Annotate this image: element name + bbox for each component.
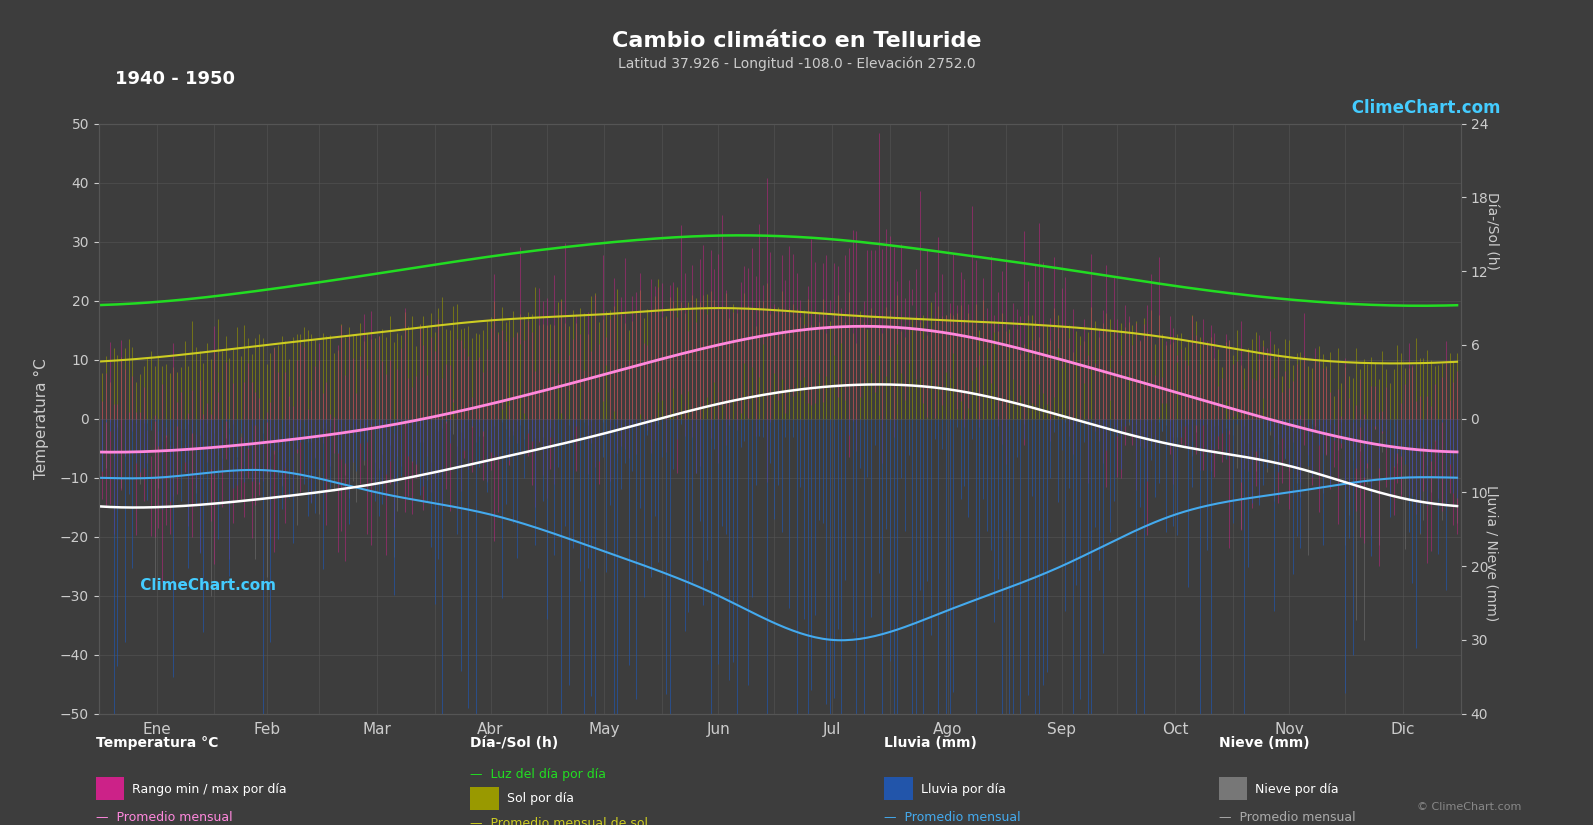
Text: Rango min / max por día: Rango min / max por día xyxy=(132,783,287,796)
Text: Día-/Sol (h): Día-/Sol (h) xyxy=(470,736,558,750)
Text: © ClimeChart.com: © ClimeChart.com xyxy=(1416,802,1521,812)
Text: —  Promedio mensual de sol: — Promedio mensual de sol xyxy=(470,817,648,825)
Text: —  Promedio mensual: — Promedio mensual xyxy=(96,811,233,824)
Text: Día-/Sol (h): Día-/Sol (h) xyxy=(1485,192,1499,270)
Text: Latitud 37.926 - Longitud -108.0 - Elevación 2752.0: Latitud 37.926 - Longitud -108.0 - Eleva… xyxy=(618,56,975,71)
Text: —  Luz del día por día: — Luz del día por día xyxy=(470,768,605,781)
Y-axis label: Temperatura °C: Temperatura °C xyxy=(33,358,49,479)
Text: Lluvia / Nieve (mm): Lluvia / Nieve (mm) xyxy=(1485,484,1499,621)
Text: ClimeChart.com: ClimeChart.com xyxy=(1346,99,1501,117)
Text: 1940 - 1950: 1940 - 1950 xyxy=(115,70,234,88)
Text: ClimeChart.com: ClimeChart.com xyxy=(135,578,277,592)
Text: Lluvia por día: Lluvia por día xyxy=(921,783,1005,796)
Text: Cambio climático en Telluride: Cambio climático en Telluride xyxy=(612,31,981,51)
Text: Nieve por día: Nieve por día xyxy=(1255,783,1338,796)
Text: Lluvia (mm): Lluvia (mm) xyxy=(884,736,977,750)
Text: Temperatura °C: Temperatura °C xyxy=(96,736,218,750)
Text: Nieve (mm): Nieve (mm) xyxy=(1219,736,1309,750)
Text: —  Promedio mensual: — Promedio mensual xyxy=(884,811,1021,824)
Text: —  Promedio mensual: — Promedio mensual xyxy=(1219,811,1356,824)
Text: Sol por día: Sol por día xyxy=(507,792,573,805)
